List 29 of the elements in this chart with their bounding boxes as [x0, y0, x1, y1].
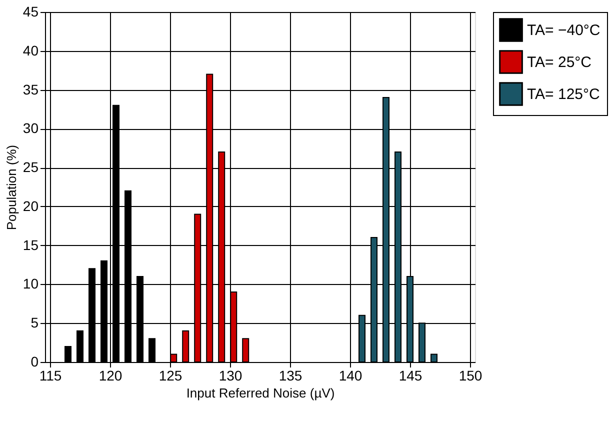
- bar: [430, 354, 438, 362]
- bar: [148, 338, 156, 362]
- legend-label: TA= 25°C: [527, 54, 592, 71]
- y-tick-label: 40: [22, 42, 39, 58]
- y-axis-title: Population (%): [4, 144, 19, 230]
- y-tick-label: 10: [22, 276, 39, 292]
- y-tick-label: 35: [22, 81, 39, 98]
- y-tick-label: 20: [22, 198, 39, 214]
- legend-label: TA= 125°C: [527, 86, 600, 103]
- bar: [242, 338, 250, 362]
- x-tick-label: 140: [338, 368, 362, 384]
- legend-label: TA= −40°C: [527, 22, 600, 39]
- x-tick-label: 145: [398, 368, 422, 384]
- y-tick-label: 30: [22, 120, 39, 136]
- bar: [76, 330, 84, 362]
- x-tick-label: 135: [278, 368, 302, 384]
- x-tick-label: 115: [39, 368, 62, 384]
- x-tick-label: 125: [158, 368, 182, 384]
- y-tick-label: 45: [22, 4, 39, 20]
- y-tick-label: 5: [30, 314, 39, 331]
- x-tick-label: 130: [218, 368, 242, 384]
- y-tick-label: 0: [30, 354, 39, 370]
- y-tick-label: 15: [22, 236, 39, 253]
- x-axis-title: Input Referred Noise (µV): [186, 386, 335, 400]
- bar: [182, 330, 190, 362]
- bar: [64, 346, 72, 362]
- y-tick-label: 25: [22, 159, 39, 176]
- x-tick-label: 150: [458, 368, 482, 384]
- x-tick-label: 120: [98, 368, 122, 384]
